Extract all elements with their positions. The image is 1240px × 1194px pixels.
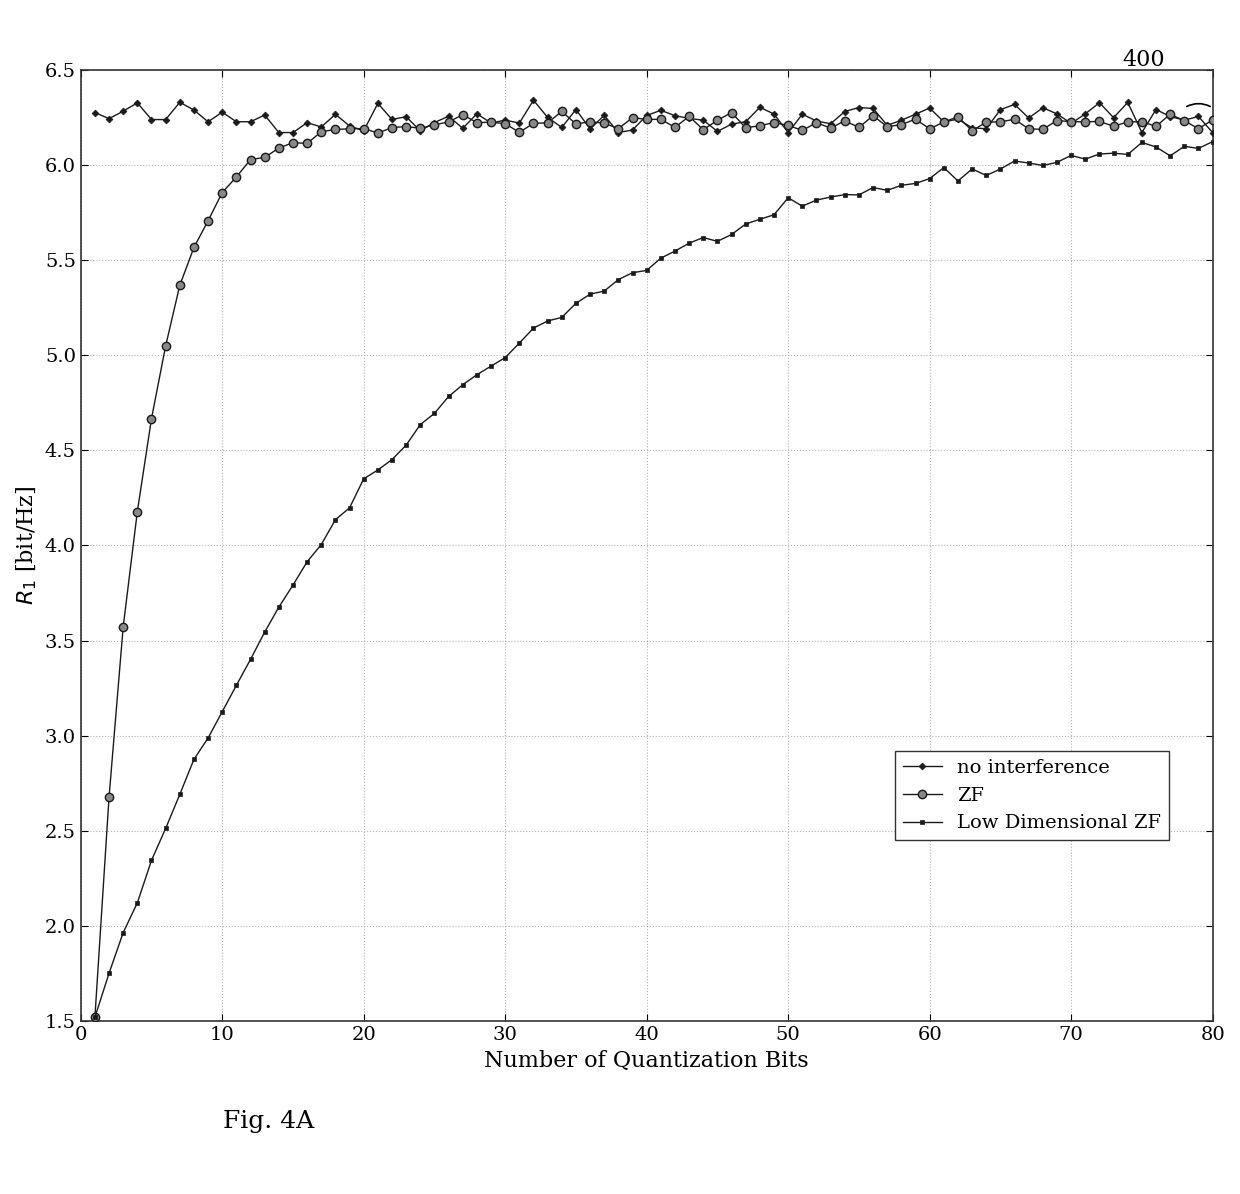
ZF [596, 116, 611, 130]
no interference [837, 104, 852, 118]
no interference [526, 93, 541, 107]
no interference [1205, 125, 1220, 140]
no interference [272, 125, 286, 140]
Low Dimensional ZF [753, 213, 768, 227]
Low Dimensional ZF [852, 187, 867, 202]
Y-axis label: $R_1$ [bit/Hz]: $R_1$ [bit/Hz] [15, 486, 40, 605]
Low Dimensional ZF [88, 1010, 103, 1024]
ZF [1205, 112, 1220, 127]
Low Dimensional ZF [1078, 152, 1092, 166]
Low Dimensional ZF [808, 193, 823, 208]
X-axis label: Number of Quantization Bits: Number of Quantization Bits [485, 1050, 808, 1071]
no interference [88, 105, 103, 119]
Low Dimensional ZF [1205, 135, 1220, 149]
Line: no interference: no interference [93, 98, 1215, 135]
Text: Fig. 4A: Fig. 4A [223, 1110, 315, 1133]
ZF [781, 118, 796, 133]
ZF [766, 116, 781, 130]
Line: ZF: ZF [91, 107, 1216, 1022]
ZF [866, 109, 880, 123]
ZF [823, 121, 838, 135]
Low Dimensional ZF [583, 287, 598, 301]
no interference [781, 125, 796, 140]
no interference [795, 107, 810, 122]
ZF [554, 104, 569, 118]
ZF [1092, 115, 1107, 129]
ZF [88, 1010, 103, 1024]
Legend: no interference, ZF, Low Dimensional ZF: no interference, ZF, Low Dimensional ZF [895, 751, 1169, 841]
Line: Low Dimensional ZF: Low Dimensional ZF [93, 140, 1215, 1020]
Low Dimensional ZF [766, 208, 781, 222]
no interference [611, 125, 626, 140]
no interference [1106, 111, 1121, 125]
no interference [879, 118, 894, 133]
Text: 400: 400 [1122, 49, 1164, 70]
